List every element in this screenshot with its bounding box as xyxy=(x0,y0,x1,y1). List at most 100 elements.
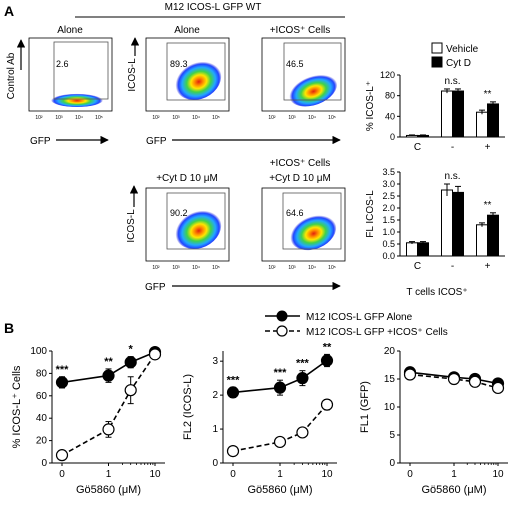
significance-label: *** xyxy=(227,374,241,386)
data-point xyxy=(102,369,115,382)
x-tick-label: 10 xyxy=(149,469,161,480)
gfp-axis-label-2: GFP xyxy=(146,136,167,147)
data-point xyxy=(447,372,461,386)
x-axis-label: Gö5860 (μM) xyxy=(421,484,486,496)
flow-plot-5: 64.6 xyxy=(261,187,346,262)
y-tick-label: 40 xyxy=(385,111,395,121)
bar-chart-A-fl: 0.0 0.5 1.0 1.5 2.0 2.5 3.0 3.5 FL ICOS-L C - + n.s.… xyxy=(365,167,505,272)
bar xyxy=(441,90,453,138)
y-tick-label: 20 xyxy=(36,436,48,447)
legend-label-cytd: Cyt D xyxy=(446,58,471,69)
y-tick-label: 120 xyxy=(380,70,395,80)
data-point xyxy=(468,375,482,388)
flow-tick-label: 10² xyxy=(268,265,276,271)
y-tick-label: 10 xyxy=(384,402,396,413)
flow-tick-label: 10³ xyxy=(172,115,180,121)
y-tick-label: 80 xyxy=(385,91,395,101)
flow-title-2: Alone xyxy=(174,25,200,36)
data-point xyxy=(320,354,334,367)
flow-plot-1: 2.6 xyxy=(28,37,113,112)
flow-tick-label: 10⁴ xyxy=(308,115,316,121)
series-line xyxy=(232,359,328,394)
gfp-axis-label-3: GFP xyxy=(145,282,166,293)
flow-tick-label: 10² xyxy=(152,265,160,271)
x-tick-label: + xyxy=(485,142,491,153)
gate xyxy=(53,41,109,100)
series-line xyxy=(409,371,499,385)
y-tick-label: 80 xyxy=(36,368,48,379)
data-point xyxy=(403,368,417,381)
x-tick-label: 0 xyxy=(407,469,413,480)
legend-label-icos: M12 ICOS-L GFP +ICOS⁺ Cells xyxy=(306,327,448,338)
gate xyxy=(283,42,342,101)
control-ab-label: Control Ab xyxy=(6,52,17,99)
bar-chart-A-pct: 0 40 80 120 % ICOS-L⁺ C - + n.s. ** xyxy=(365,70,505,153)
y-tick-label: 5 xyxy=(389,430,395,441)
x-tick-label: - xyxy=(451,142,454,153)
legend-swatch-cytd xyxy=(431,56,443,68)
x-tick-label: 10 xyxy=(321,469,333,480)
flow-plot-2: 89.3 xyxy=(145,37,230,112)
significance-label: ** xyxy=(484,89,492,100)
flow-tick-label: 10³ xyxy=(55,115,63,121)
y-axis-label: % ICOS-L⁺ Cells xyxy=(11,365,23,448)
bar xyxy=(452,90,464,138)
y-tick-label: 2.5 xyxy=(382,191,395,201)
data-point xyxy=(296,372,309,385)
flow-tick-label: 10² xyxy=(35,115,43,121)
gate-value: 90.2 xyxy=(170,208,188,218)
x-tick-label: 10 xyxy=(492,469,504,480)
gate-value: 46.5 xyxy=(286,59,304,69)
y-tick-label: 0 xyxy=(390,132,395,142)
x-tick-label: 0 xyxy=(59,469,65,480)
data-point xyxy=(226,386,240,399)
x-axis-label: Gö5860 (μM) xyxy=(247,484,312,496)
bar xyxy=(476,224,488,257)
data-point xyxy=(102,423,115,436)
bar xyxy=(487,214,499,257)
x-tick-label: 1 xyxy=(277,469,283,480)
flow-tick-label: 10² xyxy=(152,115,160,121)
data-point xyxy=(124,384,137,397)
flow-tick-label: 10⁵ xyxy=(328,265,336,271)
gfp-axis-label: GFP xyxy=(30,136,51,147)
flow-tick-label: 10⁴ xyxy=(75,115,83,121)
flow-title-4: +Cyt D 10 μM xyxy=(156,173,218,184)
y-tick-label: 0 xyxy=(41,458,47,469)
flow-tick-label: 10⁵ xyxy=(95,115,103,121)
bar xyxy=(452,191,464,257)
flow-tick-label: 10⁴ xyxy=(308,265,316,271)
flow-title-3: +ICOS⁺ Cells xyxy=(270,25,331,36)
series-line xyxy=(61,353,156,456)
legend-a: Vehicle Cyt D xyxy=(431,42,479,69)
flow-tick-label: 10⁴ xyxy=(192,115,200,121)
flow-tick-label: 10⁵ xyxy=(212,115,220,121)
panel-header: M12 ICOS-L GFP WT xyxy=(165,2,262,13)
x-tick-label: 0 xyxy=(230,469,236,480)
flow-tick-label: 10⁵ xyxy=(328,115,336,121)
bar xyxy=(476,111,488,138)
x-tick-label: C xyxy=(414,261,421,272)
gate xyxy=(166,192,226,250)
legend-label-vehicle: Vehicle xyxy=(446,44,479,55)
data-point xyxy=(273,381,287,394)
y-tick-label: 100 xyxy=(30,346,47,357)
y-axis-label: % ICOS-L⁺ xyxy=(365,81,376,131)
data-point xyxy=(124,356,137,369)
gate xyxy=(282,192,342,250)
x-axis-label: Gö5860 (μM) xyxy=(76,484,141,496)
significance-label: n.s. xyxy=(444,76,460,87)
bar xyxy=(487,103,499,138)
flow-title-5b: +Cyt D 10 μM xyxy=(269,173,331,184)
icosl-axis-label-2: ICOS-L xyxy=(126,209,137,243)
flow-plot-4: 90.2 xyxy=(145,187,230,262)
significance-label: *** xyxy=(56,364,70,376)
y-tick-label: 0 xyxy=(389,458,395,469)
line-chart-B-fl1: 0 5 10 15 20 0 1 10 Gö5860 (μM) FL1 (GFP) xyxy=(359,346,508,496)
y-tick-label: 2 xyxy=(212,390,218,401)
gate-value: 89.3 xyxy=(170,59,188,69)
flow-tick-label: 10² xyxy=(268,115,276,121)
